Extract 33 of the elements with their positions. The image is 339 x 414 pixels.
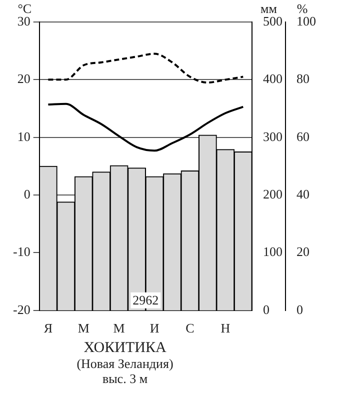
y3-tick-label: 0 <box>296 302 303 317</box>
y-tick-label: 10 <box>17 128 30 144</box>
text: выс. 3 м <box>101 371 149 388</box>
y3-axis-title: % <box>296 0 308 16</box>
y-tick-label: 0 <box>24 186 30 202</box>
y-axis-title: °C <box>18 0 32 16</box>
line-series <box>47 52 244 84</box>
y-tick-label: -10 <box>12 244 30 260</box>
x-tick-label: С <box>186 320 194 336</box>
x-tick-label: М <box>78 320 90 336</box>
x-tick-label: Я <box>44 320 53 336</box>
y3-tick-label: 100 <box>296 13 316 28</box>
annotation: 2962 <box>132 292 159 308</box>
y-tick-label: 20 <box>17 71 30 86</box>
y2-tick-label: 500 <box>263 13 282 28</box>
y3-tick-label: 80 <box>296 71 310 86</box>
y2-tick-label: 0 <box>263 302 270 317</box>
y-tick-label: 30 <box>17 13 30 28</box>
y2-tick-label: 200 <box>263 186 282 202</box>
x-tick-label: М <box>113 320 126 336</box>
x-tick-label: Н <box>220 320 230 336</box>
y-tick-label: -20 <box>12 302 30 317</box>
y2-tick-label: 400 <box>263 71 282 86</box>
y2-tick-label: 300 <box>263 128 282 144</box>
y2-axis-title: мм <box>260 0 277 16</box>
text: (Новая Зеландия) <box>76 356 174 372</box>
y3-tick-label: 20 <box>296 244 310 260</box>
x-tick-label: И <box>150 320 160 336</box>
y2-tick-label: 100 <box>263 244 282 260</box>
line-series <box>47 102 244 152</box>
text: ХОКИТИКА <box>82 340 168 358</box>
y3-tick-label: 40 <box>296 186 310 202</box>
y3-tick-label: 60 <box>296 128 310 144</box>
